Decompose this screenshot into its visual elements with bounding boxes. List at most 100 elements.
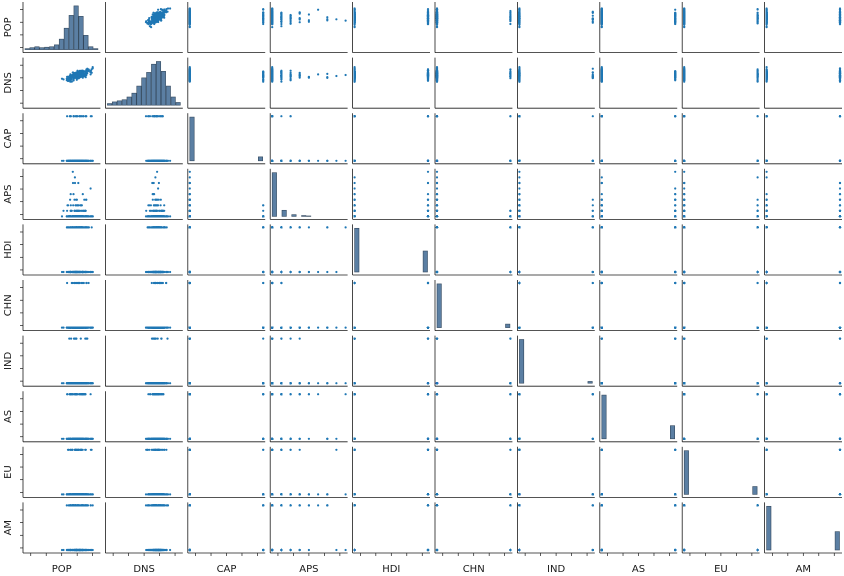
hist-bar [126, 96, 132, 106]
point [84, 115, 87, 118]
point [162, 10, 165, 13]
hist-bar [107, 103, 113, 106]
hist-bar [44, 46, 50, 50]
hist-bar [165, 85, 171, 106]
hist-bar [63, 27, 69, 50]
point [163, 16, 166, 19]
point [509, 11, 512, 14]
point [509, 75, 512, 78]
cell-cap-chn [434, 113, 513, 165]
point [160, 115, 163, 118]
point [86, 69, 89, 72]
scatter-points [60, 66, 94, 83]
point [159, 13, 162, 16]
point [435, 25, 439, 28]
point [838, 67, 842, 70]
point [151, 13, 154, 16]
point [344, 73, 347, 77]
point [75, 115, 78, 118]
point [162, 159, 165, 162]
point [674, 71, 677, 74]
point [838, 23, 842, 26]
point [151, 159, 154, 162]
point [144, 115, 148, 118]
point [271, 10, 274, 13]
point [271, 21, 274, 24]
point [518, 10, 521, 13]
point [435, 67, 439, 70]
cell-dns-dns [105, 57, 183, 109]
cell-pop-pop [20, 2, 101, 53]
hist-bar [93, 48, 99, 50]
point [307, 20, 310, 23]
point [169, 7, 172, 10]
point [289, 69, 292, 72]
hist-bar [78, 16, 84, 50]
cell-pop-aps [269, 2, 348, 53]
point [271, 74, 274, 77]
cell-pop-am [764, 2, 842, 53]
hist-bar [34, 46, 40, 50]
point [307, 76, 310, 79]
point [169, 159, 172, 162]
point [271, 13, 274, 16]
point [765, 13, 768, 16]
point [160, 11, 163, 14]
point [83, 75, 86, 78]
point [518, 71, 521, 74]
point [75, 74, 78, 77]
point [509, 15, 512, 18]
point [765, 76, 768, 79]
point [280, 25, 283, 28]
cell-dns-eu [681, 57, 760, 109]
cell-pop-eu [681, 2, 760, 53]
point [326, 72, 329, 75]
hist-bar [146, 72, 152, 106]
point [73, 75, 76, 78]
point [65, 159, 68, 162]
point [838, 75, 842, 78]
point [435, 15, 439, 18]
point [335, 18, 338, 21]
point [683, 71, 686, 74]
point [683, 76, 686, 79]
point [600, 80, 603, 83]
point [73, 159, 76, 162]
point [353, 13, 356, 16]
point [426, 71, 430, 74]
point [144, 21, 148, 24]
point [158, 17, 161, 20]
point [326, 76, 329, 79]
hist-bar [141, 77, 147, 106]
scatter-points [600, 7, 677, 29]
point [154, 12, 157, 15]
hist-bar [88, 46, 94, 50]
point [86, 67, 89, 70]
cell-dns-cap [187, 57, 266, 109]
hist-bar [121, 99, 127, 106]
point [289, 22, 292, 25]
point [317, 159, 320, 162]
point [86, 159, 89, 162]
point [674, 19, 677, 22]
point [188, 25, 191, 28]
cell-cap-pop [20, 113, 101, 165]
point [591, 11, 594, 14]
point [591, 74, 594, 77]
point [188, 15, 191, 18]
point [674, 8, 677, 11]
scatter-points [271, 7, 347, 29]
point [600, 25, 603, 28]
point [271, 15, 274, 18]
point [72, 115, 75, 118]
point [344, 159, 347, 162]
hist-bar [170, 96, 176, 106]
point [69, 80, 72, 83]
point [674, 13, 677, 16]
point [280, 15, 283, 18]
scatter-points [765, 66, 842, 83]
point [509, 18, 512, 21]
point [91, 159, 94, 162]
point [426, 159, 430, 162]
point [280, 115, 283, 118]
